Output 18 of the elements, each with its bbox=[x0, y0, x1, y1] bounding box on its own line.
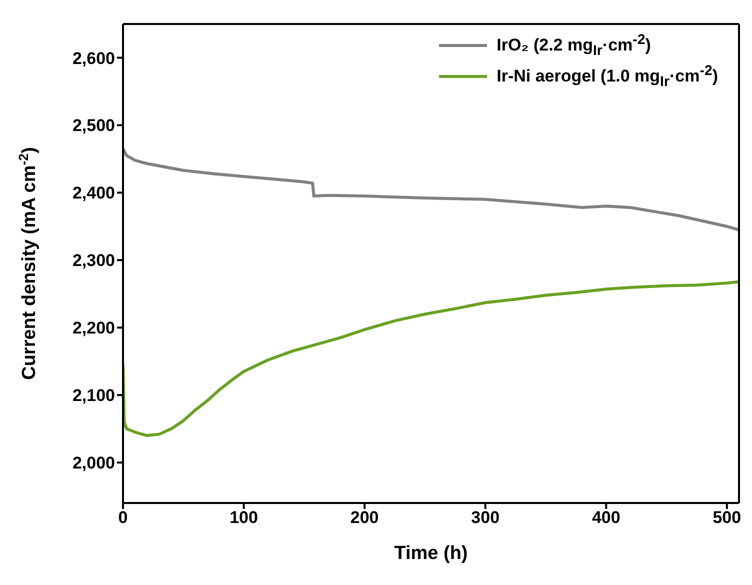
x-tick-label: 300 bbox=[471, 508, 500, 528]
y-tick-label: 2,300 bbox=[72, 251, 115, 270]
x-tick-label: 200 bbox=[350, 508, 379, 528]
x-axis-title: Time (h) bbox=[394, 543, 468, 564]
y-tick-label: 2,600 bbox=[72, 48, 115, 68]
y-tick-label: 2,200 bbox=[72, 318, 115, 338]
line-series bbox=[123, 280, 739, 438]
line-series bbox=[123, 147, 739, 232]
y-tick-label: 2,000 bbox=[72, 454, 115, 473]
legend-label: Ir-Ni aerogel (1.0 mg$_{Ir}$·cm$^{-2}$) bbox=[496, 63, 718, 90]
x-tick-label: 100 bbox=[230, 508, 258, 528]
y-tick-label: 2,500 bbox=[72, 116, 115, 136]
x-tick-label: 0 bbox=[118, 508, 128, 528]
legend-label: IrO₂ (2.2 mg$_{Ir}$·cm$^{-2}$) bbox=[496, 32, 651, 60]
y-tick-label: 2,400 bbox=[72, 184, 115, 203]
y-tick-label: 2,100 bbox=[72, 386, 115, 406]
x-tick-label: 500 bbox=[712, 508, 742, 528]
x-tick-label: 400 bbox=[592, 508, 620, 528]
